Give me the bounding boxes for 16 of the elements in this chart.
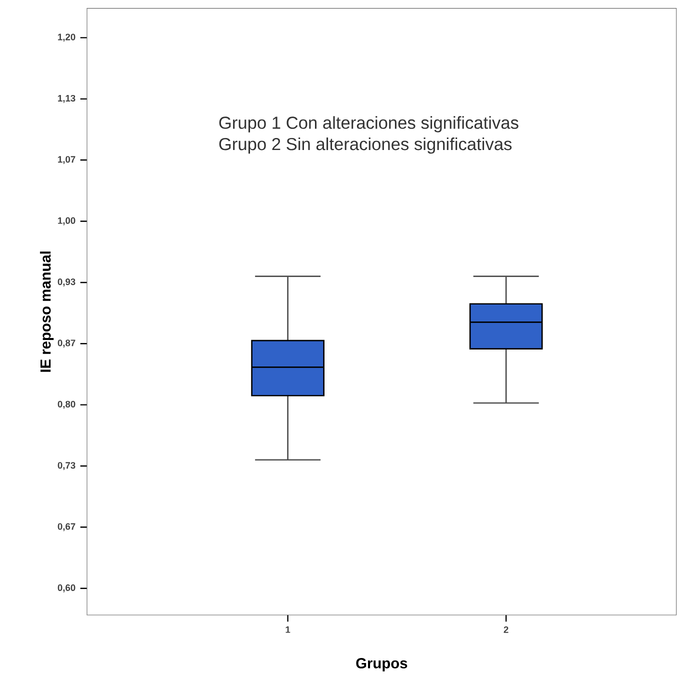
y-tick-label: 0,60 [58,584,76,592]
annotation: Grupo 2 Sin alteraciones significativas [219,137,512,154]
y-tick-label: 1,07 [58,156,76,164]
y-tick-label: 0,93 [58,278,76,286]
y-tick-label: 1,00 [58,217,76,226]
y-tick-label: 1,13 [58,94,76,103]
y-tick-label: 0,67 [58,523,76,532]
y-tick-label: 1,20 [58,34,76,42]
y-tick-label: 0,87 [58,340,76,348]
y-axis-title: IE reposo manual [40,252,54,372]
y-tick-label: 0,80 [58,400,76,409]
annotation: Grupo 1 Con alteraciones significativas [219,116,518,132]
x-tick-label: 2 [504,626,508,633]
y-tick-label: 0,73 [58,462,76,470]
x-tick-label: 1 [286,626,290,633]
x-axis-title: Grupos [356,658,408,672]
